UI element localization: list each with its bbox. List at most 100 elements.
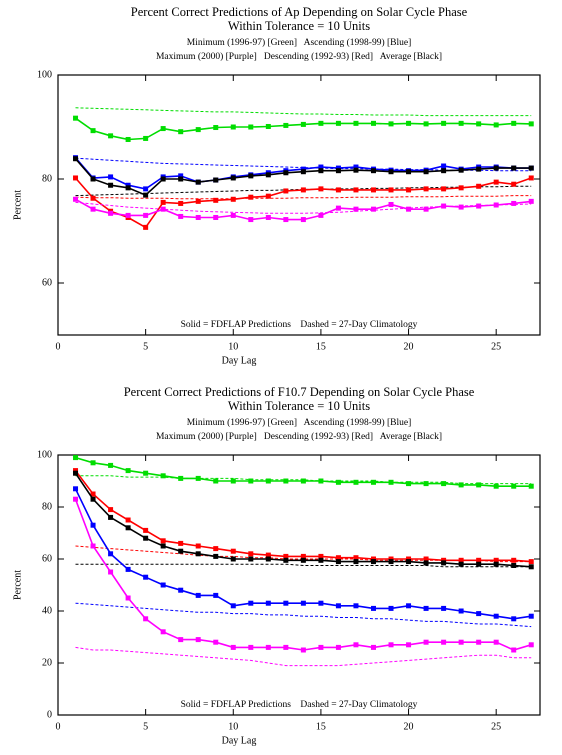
- chart-title: Percent Correct Predictions of F10.7 Dep…: [124, 385, 475, 399]
- point-marker: [528, 198, 534, 204]
- point-marker: [160, 199, 166, 205]
- point-marker: [335, 168, 341, 174]
- point-marker: [441, 120, 447, 126]
- point-marker: [90, 460, 96, 466]
- legend-text: Maximum (2000) [Purple] Descending (1992…: [156, 431, 442, 442]
- point-marker: [528, 559, 534, 565]
- point-marker: [511, 200, 517, 206]
- y-tick-label: 80: [42, 173, 52, 184]
- series-line: [75, 545, 532, 563]
- point-marker: [423, 639, 429, 645]
- point-marker: [300, 187, 306, 193]
- point-marker: [283, 188, 289, 194]
- point-marker: [318, 168, 324, 174]
- series-line: [75, 646, 532, 667]
- point-marker: [125, 136, 131, 142]
- point-marker: [195, 592, 201, 598]
- point-marker: [195, 198, 201, 204]
- point-marker: [511, 557, 517, 563]
- point-marker: [511, 563, 517, 568]
- point-marker: [406, 169, 412, 175]
- point-marker: [125, 566, 131, 572]
- series-line: [75, 563, 532, 568]
- point-marker: [493, 557, 499, 563]
- point-marker: [125, 212, 131, 218]
- point-marker: [143, 135, 149, 141]
- point-marker: [178, 540, 184, 546]
- point-marker: [423, 481, 429, 487]
- point-marker: [248, 478, 254, 484]
- point-marker: [90, 496, 96, 502]
- point-marker: [108, 182, 114, 188]
- point-marker: [353, 187, 359, 193]
- point-marker: [441, 639, 447, 645]
- point-marker: [160, 538, 166, 544]
- point-marker: [511, 647, 517, 653]
- point-marker: [476, 203, 482, 209]
- point-marker: [73, 468, 79, 474]
- point-marker: [265, 193, 271, 199]
- y-tick-label: 60: [42, 553, 52, 564]
- x-tick-label: 20: [404, 721, 414, 732]
- point-marker: [178, 200, 184, 206]
- x-axis-label: Day Lag: [222, 735, 257, 746]
- point-marker: [143, 212, 149, 218]
- point-marker: [493, 613, 499, 619]
- point-marker: [213, 639, 219, 645]
- point-marker: [300, 647, 306, 653]
- point-marker: [511, 165, 517, 171]
- point-marker: [353, 120, 359, 126]
- point-marker: [230, 478, 236, 484]
- point-marker: [335, 644, 341, 650]
- point-marker: [300, 478, 306, 484]
- point-marker: [213, 197, 219, 203]
- point-marker: [353, 642, 359, 648]
- x-tick-label: 25: [491, 341, 501, 352]
- point-marker: [230, 175, 236, 181]
- point-marker: [370, 206, 376, 212]
- point-marker: [458, 561, 464, 567]
- point-marker: [388, 556, 394, 562]
- point-marker: [528, 642, 534, 648]
- point-marker: [370, 605, 376, 611]
- point-marker: [493, 179, 499, 185]
- y-tick-label: 80: [42, 501, 52, 512]
- series-line: [75, 475, 532, 485]
- point-marker: [370, 559, 376, 565]
- point-marker: [230, 644, 236, 650]
- series-line: [75, 107, 532, 117]
- point-marker: [143, 186, 149, 192]
- point-marker: [73, 196, 79, 202]
- point-marker: [90, 491, 96, 497]
- point-marker: [248, 644, 254, 650]
- point-marker: [528, 121, 534, 127]
- point-marker: [476, 639, 482, 645]
- point-marker: [213, 592, 219, 598]
- point-marker: [300, 557, 306, 563]
- point-marker: [213, 478, 219, 484]
- point-marker: [73, 175, 79, 181]
- point-marker: [108, 462, 114, 468]
- point-marker: [160, 126, 166, 132]
- point-marker: [300, 553, 306, 559]
- point-marker: [406, 603, 412, 609]
- point-marker: [108, 514, 114, 520]
- point-marker: [265, 172, 271, 178]
- point-marker: [423, 605, 429, 611]
- point-marker: [178, 213, 184, 219]
- series-line: [74, 488, 532, 620]
- point-marker: [125, 595, 131, 601]
- point-marker: [90, 128, 96, 134]
- point-marker: [511, 120, 517, 126]
- plot-frame: [57, 454, 541, 716]
- point-marker: [195, 214, 201, 220]
- series-line: [74, 498, 532, 651]
- point-marker: [335, 187, 341, 193]
- point-marker: [476, 166, 482, 172]
- y-axis-label: Percent: [12, 190, 23, 220]
- point-marker: [528, 564, 534, 570]
- point-marker: [108, 551, 114, 557]
- point-marker: [265, 123, 271, 129]
- x-tick-label: 15: [316, 721, 326, 732]
- point-marker: [230, 548, 236, 554]
